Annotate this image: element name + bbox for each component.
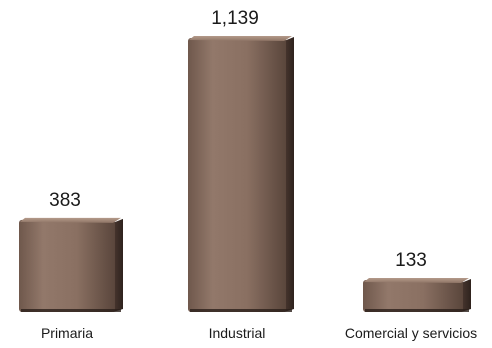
bar-shadow — [365, 309, 469, 312]
bar-top — [20, 217, 121, 223]
bar-comercial-y-servicios — [363, 278, 471, 312]
bar-industrial — [188, 36, 294, 312]
category-label: Industrial — [209, 325, 266, 341]
bar-value-label: 383 — [49, 190, 81, 211]
bar-value-label: 1,139 — [211, 8, 259, 29]
bar-side — [113, 218, 123, 312]
bar-face — [188, 38, 286, 312]
bar-face — [19, 219, 115, 312]
bar-side — [461, 279, 471, 312]
category-label: Comercial y servicios — [345, 325, 477, 341]
bar-primaria — [19, 217, 123, 312]
bar-side — [284, 37, 294, 312]
bar-value-label: 133 — [395, 250, 427, 271]
bar-face — [363, 280, 463, 312]
category-label: Primaria — [41, 325, 93, 341]
bar-top — [189, 36, 292, 41]
bar-shadow — [21, 309, 121, 312]
bar-top — [364, 278, 469, 284]
bar-shadow — [190, 309, 292, 312]
